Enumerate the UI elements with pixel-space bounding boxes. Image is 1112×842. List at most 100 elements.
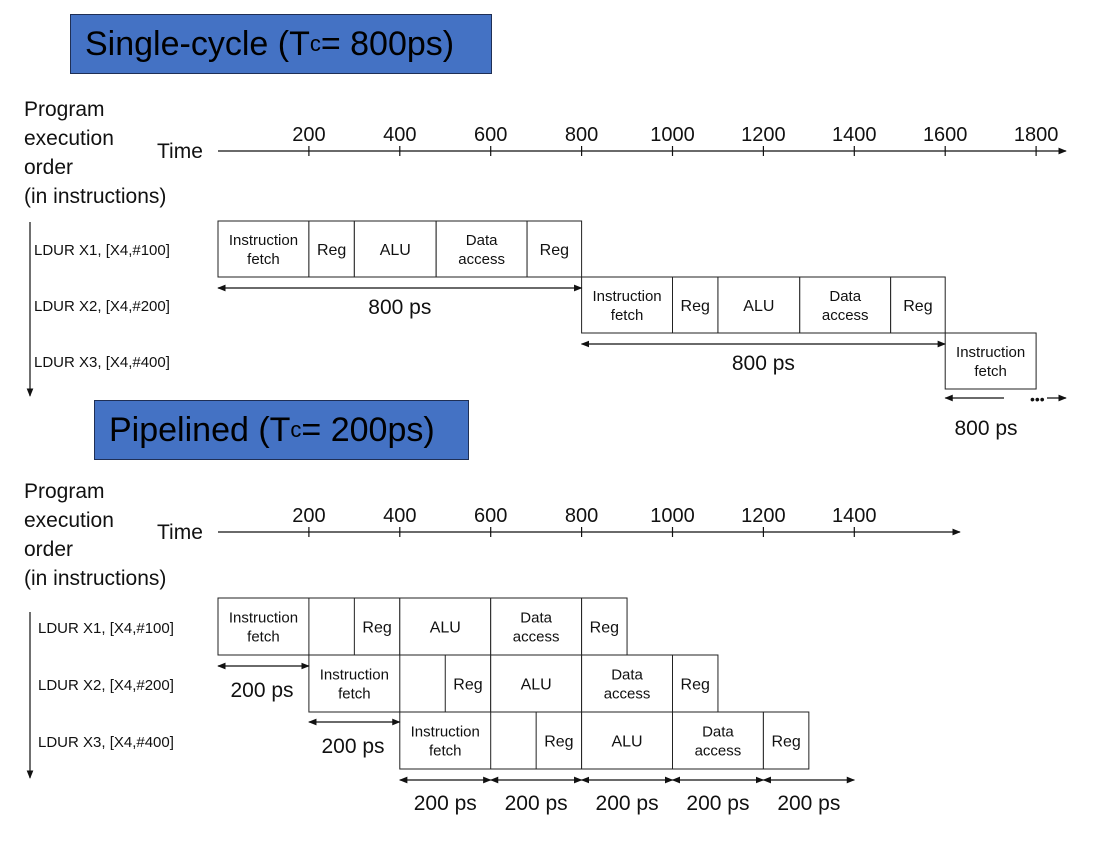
pipe-instruction-label-2: LDUR X2, [X4,#200] (38, 677, 174, 694)
pipe-instr2-reg-read: Reg (444, 654, 492, 713)
pipe-instr3-reg-read-box (535, 711, 583, 770)
instr2-alu-label: ALU (743, 298, 774, 315)
pipe-instr3-data-access-label-2: access (695, 743, 742, 760)
pipe-instr2-data-access-label-2: access (604, 686, 651, 703)
instr1-alu: ALU (353, 220, 437, 278)
pipe-instr1-reg-read: Reg (353, 597, 401, 656)
pipe-span-label-5: 200 ps (596, 792, 659, 815)
tick-label-1000: 1000 (650, 124, 695, 146)
instr1-alu-box (353, 220, 437, 278)
instr2-alu-box (717, 276, 801, 334)
pipe-instr1-alu-label: ALU (430, 620, 461, 637)
pipe-instr1-fetch-box (217, 597, 310, 656)
single-cycle-section: Program execution order (in instructions) Ti… (24, 98, 1067, 440)
span-label-3: 800 ps (954, 417, 1017, 440)
instr1-data-access: Data access (435, 220, 528, 278)
pipe-instr3-alu-box (581, 711, 673, 770)
axis-label-line-2: execution (24, 127, 114, 150)
pipe-axis-label-line-3: order (24, 538, 73, 561)
pipe-instr1-fetch-label-1: Instruction (229, 610, 298, 627)
instr2-fetch: Instruction fetch (581, 276, 673, 334)
pipe-instr3-fetch-label-2: fetch (429, 743, 462, 760)
instr1-reg-write-box (526, 220, 583, 278)
pipe-instr2-alu: ALU (490, 654, 583, 713)
time-label: Time (157, 140, 203, 163)
pipe-instr2-fetch-box (308, 654, 401, 713)
pipelined-section: Program execution order (in instructions) Ti… (24, 480, 961, 815)
pipe-instr1-reg-write-box (581, 597, 628, 656)
pipe-time-label: Time (157, 521, 203, 544)
instr1-fetch-box (217, 220, 310, 278)
pipe-instr1-reg-write: Reg (581, 597, 628, 656)
instr1-fetch-label-1: Instruction (229, 232, 298, 249)
pipe-span-label-6: 200 ps (686, 792, 749, 815)
pipe-span-label-4: 200 ps (505, 792, 568, 815)
pipe-tick-label-1400: 1400 (832, 505, 877, 527)
instr2-data-access-label-1: Data (829, 288, 861, 305)
pipe-instr3-data-access-box (672, 711, 764, 770)
tick-label-1800: 1800 (1014, 124, 1059, 146)
instr1-fetch-label-2: fetch (247, 251, 280, 268)
tick-label-1400: 1400 (832, 124, 877, 146)
pipe-instr3-reg-write-label: Reg (771, 734, 800, 751)
pipe-instr1-data-access-label-2: access (513, 629, 560, 646)
pipe-instr2-reg-write: Reg (672, 654, 719, 713)
pipe-axis-label-line-2: execution (24, 509, 114, 532)
pipe-instr3-fetch-label-1: Instruction (411, 724, 480, 741)
instruction-label-2: LDUR X2, [X4,#200] (34, 298, 170, 315)
instr1-reg-read-label: Reg (317, 242, 346, 259)
tick-label-800: 800 (565, 124, 598, 146)
pipe-tick-label-400: 400 (383, 505, 416, 527)
axis-label-line-1: Program (24, 98, 105, 121)
instr2-fetch-box (581, 276, 673, 334)
single-cycle-title: Single-cycle (T c = 800ps) (70, 14, 492, 74)
instr2-reg-write: Reg (890, 276, 946, 334)
pipe-instr1-data-access-box (490, 597, 583, 656)
instr2-reg-read-box (672, 276, 719, 334)
axis-label-line-4: (in instructions) (24, 185, 166, 208)
instr1-data-access-label-1: Data (466, 232, 498, 249)
pipe-tick-label-800: 800 (565, 505, 598, 527)
pipe-instr2-alu-label: ALU (521, 677, 552, 694)
pipe-span-label-2: 200 ps (321, 735, 384, 758)
instr1-reg-write-label: Reg (540, 242, 569, 259)
pipe-instr1-fetch-label-2: fetch (247, 629, 280, 646)
instruction-label-3: LDUR X3, [X4,#400] (34, 354, 170, 371)
pipelined-title: Pipelined (T c = 200ps) (94, 400, 469, 460)
instr2-reg-read: Reg (672, 276, 719, 334)
pipe-tick-label-1200: 1200 (741, 505, 786, 527)
instr1-reg-read: Reg (308, 220, 355, 278)
pipe-instr1-fetch: Instruction fetch (217, 597, 310, 656)
pipe-instr2-reg-write-label: Reg (681, 677, 710, 694)
pipe-tick-label-1000: 1000 (650, 505, 695, 527)
instr2-fetch-label-2: fetch (611, 307, 644, 324)
instr2-fetch-label-1: Instruction (592, 288, 661, 305)
tick-label-1200: 1200 (741, 124, 786, 146)
instr3-fetch-box (944, 332, 1037, 390)
pipe-instr3-data-access: Data access (672, 711, 764, 770)
pipe-instr1-reg-write-label: Reg (590, 620, 619, 637)
instr1-reg-write: Reg (526, 220, 583, 278)
pipe-instr3-alu: ALU (581, 711, 673, 770)
tick-label-200: 200 (292, 124, 325, 146)
instr1-fetch: Instruction fetch (217, 220, 310, 278)
tick-label-600: 600 (474, 124, 507, 146)
instr3-fetch-label-1: Instruction (956, 344, 1025, 361)
pipe-tick-label-200: 200 (292, 505, 325, 527)
pipe-instr2-fetch-label-2: fetch (338, 686, 371, 703)
instr2-reg-write-box (890, 276, 946, 334)
instr1-alu-label: ALU (380, 242, 411, 259)
pipe-axis-label-line-4: (in instructions) (24, 567, 166, 590)
instr2-alu: ALU (717, 276, 801, 334)
pipe-instr1-reg-read-label: Reg (362, 620, 391, 637)
instr1-reg-read-box (308, 220, 355, 278)
pipe-instr3-reg-read-label: Reg (544, 734, 573, 751)
instr2-data-access-box (799, 276, 892, 334)
pipe-instr3-fetch: Instruction fetch (399, 711, 492, 770)
instr1-data-access-label-2: access (458, 251, 505, 268)
instruction-label-1: LDUR X1, [X4,#100] (34, 242, 170, 259)
instr3-fetch: Instruction fetch (944, 332, 1037, 390)
instr2-data-access-label-2: access (822, 307, 869, 324)
pipe-instr2-data-access-label-1: Data (611, 667, 643, 684)
